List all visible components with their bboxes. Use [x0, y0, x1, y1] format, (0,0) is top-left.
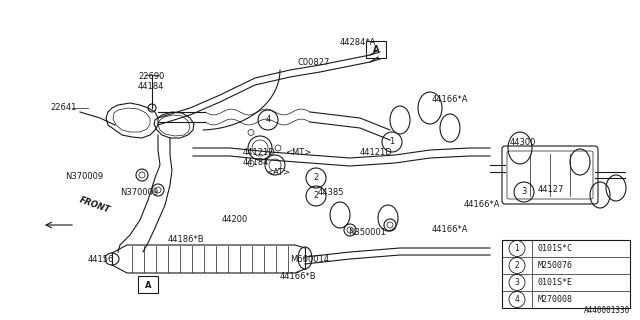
Text: 44184: 44184	[243, 158, 269, 167]
Text: 44127: 44127	[538, 185, 564, 194]
Text: 2: 2	[515, 261, 520, 270]
Text: 0101S*C: 0101S*C	[538, 244, 573, 253]
Text: 1: 1	[515, 244, 520, 253]
Text: C00827: C00827	[298, 58, 330, 67]
FancyBboxPatch shape	[502, 240, 630, 308]
Text: A: A	[372, 45, 380, 54]
Text: 2: 2	[314, 173, 319, 182]
Text: 0101S*E: 0101S*E	[538, 278, 573, 287]
Text: 44184: 44184	[138, 82, 164, 91]
Text: 44300: 44300	[510, 138, 536, 147]
Text: 22690: 22690	[138, 72, 164, 81]
Text: 4: 4	[266, 116, 271, 124]
Text: 3: 3	[515, 278, 520, 287]
Text: 2: 2	[314, 191, 319, 201]
Text: A440001330: A440001330	[584, 306, 630, 315]
Text: N370009: N370009	[120, 188, 158, 197]
Text: 44385: 44385	[318, 188, 344, 197]
Text: M270008: M270008	[538, 295, 573, 304]
Text: 3: 3	[522, 188, 527, 196]
Text: 44186*B: 44186*B	[168, 235, 205, 244]
Text: M250076: M250076	[538, 261, 573, 270]
Text: 44166*B: 44166*B	[280, 272, 317, 281]
Text: 44121D: 44121D	[360, 148, 393, 157]
Text: 44200: 44200	[222, 215, 248, 224]
Text: N370009: N370009	[65, 172, 103, 181]
Text: 44166*A: 44166*A	[464, 200, 500, 209]
Text: FRONT: FRONT	[78, 196, 111, 215]
Text: 44166*A: 44166*A	[432, 225, 468, 234]
Text: A: A	[145, 281, 151, 290]
Text: M660014: M660014	[290, 255, 329, 264]
Text: <MT>: <MT>	[285, 148, 311, 157]
Text: N350001: N350001	[348, 228, 386, 237]
Text: 1: 1	[389, 138, 395, 147]
Text: 44121D: 44121D	[243, 148, 276, 157]
Text: 22641: 22641	[50, 103, 76, 112]
Text: <AT>: <AT>	[266, 168, 290, 177]
Text: 44284*A: 44284*A	[340, 38, 376, 47]
Text: 44166*A: 44166*A	[432, 95, 468, 104]
Text: 4: 4	[515, 295, 520, 304]
Text: 44156: 44156	[88, 255, 115, 264]
